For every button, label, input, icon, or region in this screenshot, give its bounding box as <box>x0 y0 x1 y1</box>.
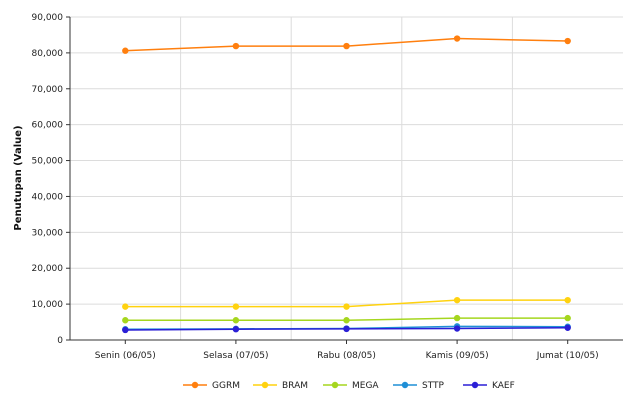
y-tick-label: 0 <box>57 336 63 346</box>
legend-marker <box>261 381 269 389</box>
series-group <box>122 35 571 334</box>
series-kaef <box>122 324 571 334</box>
legend-marker <box>331 381 339 389</box>
legend-label: GGRM <box>212 381 240 391</box>
x-tick-label: Selasa (07/05) <box>203 351 268 361</box>
data-point[interactable] <box>232 326 240 333</box>
data-point[interactable] <box>564 296 571 304</box>
y-tick-label: 80,000 <box>32 49 64 59</box>
legend-marker <box>471 381 479 389</box>
data-point[interactable] <box>343 317 350 324</box>
y-tick-label: 50,000 <box>32 157 64 167</box>
data-point[interactable] <box>453 35 461 42</box>
y-tick-label: 30,000 <box>32 228 64 238</box>
data-point[interactable] <box>122 326 129 334</box>
data-point[interactable] <box>232 317 240 324</box>
legend-item-mega[interactable]: MEGA <box>323 381 379 391</box>
series-bram <box>122 296 571 310</box>
y-tick-label: 40,000 <box>32 192 64 202</box>
data-point[interactable] <box>122 317 129 324</box>
legend[interactable]: GGRM BRAM MEGA STTP KAEF <box>183 381 515 391</box>
data-point[interactable] <box>232 303 240 310</box>
data-point[interactable] <box>122 303 129 310</box>
axes <box>69 17 623 341</box>
legend-item-bram[interactable]: BRAM <box>253 381 308 391</box>
grid <box>70 16 623 341</box>
data-point[interactable] <box>564 314 571 322</box>
x-tick-label: Senin (06/05) <box>95 351 156 361</box>
data-point[interactable] <box>122 47 129 54</box>
data-point[interactable] <box>453 325 461 332</box>
y-tick-label: 20,000 <box>32 264 64 274</box>
x-tick-label: Rabu (08/05) <box>317 351 376 361</box>
data-point[interactable] <box>564 324 571 331</box>
y-axis-ticks: 0 10,000 20,000 30,000 40,000 50,000 60,000 70,… <box>32 13 70 346</box>
y-tick-label: 10,000 <box>32 300 64 310</box>
y-tick-label: 60,000 <box>32 121 64 131</box>
data-point[interactable] <box>343 325 350 333</box>
x-tick-label: Kamis (09/05) <box>426 351 489 361</box>
legend-marker <box>401 381 409 389</box>
legend-item-kaef[interactable]: KAEF <box>463 381 515 391</box>
data-point[interactable] <box>453 314 461 322</box>
legend-item-ggrm[interactable]: GGRM <box>183 381 240 391</box>
legend-marker <box>191 381 199 389</box>
data-point[interactable] <box>564 37 571 45</box>
legend-label: STTP <box>422 381 445 391</box>
x-axis-ticks: Senin (06/05) Selasa (07/05) Rabu (08/05) K… <box>95 340 599 361</box>
x-tick-label: Jumat (10/05) <box>536 351 599 361</box>
legend-label: BRAM <box>282 381 308 391</box>
data-point[interactable] <box>343 303 350 310</box>
series-mega <box>122 314 571 324</box>
y-tick-label: 70,000 <box>32 85 64 95</box>
legend-item-sttp[interactable]: STTP <box>393 381 445 391</box>
y-tick-label: 90,000 <box>32 13 64 23</box>
data-point[interactable] <box>232 42 240 50</box>
legend-label: MEGA <box>352 381 379 391</box>
data-point[interactable] <box>343 42 350 50</box>
legend-label: KAEF <box>492 381 515 391</box>
data-point[interactable] <box>453 296 461 304</box>
y-axis-title: Penutupan (Value) <box>13 125 24 230</box>
series-ggrm <box>122 35 571 54</box>
